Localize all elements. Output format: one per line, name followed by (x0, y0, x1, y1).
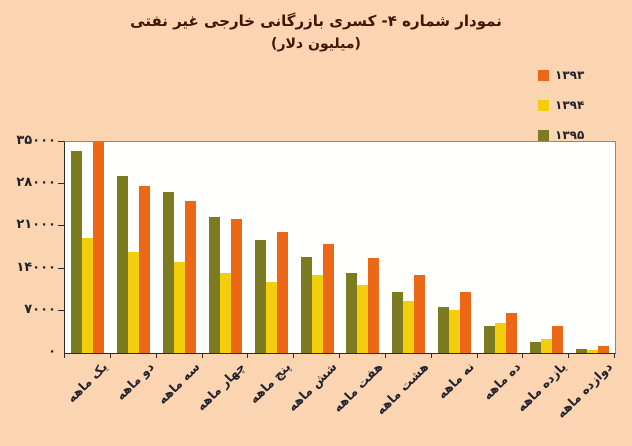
bar-۱۳۹۴-نه ماهه (219, 273, 231, 353)
bar-group-8 (248, 142, 294, 353)
bar-۱۳۹۵-هشت ماهه (254, 240, 266, 353)
bar-group-12 (65, 142, 111, 353)
bar-۱۳۹۴-دوازده ماهه (82, 238, 94, 353)
x-axis-tick (476, 354, 478, 358)
bar-۱۳۹۳-چهار ماهه (460, 292, 472, 353)
bar-۱۳۹۴-هفت ماهه (311, 275, 323, 353)
bar-۱۳۹۵-شش ماهه (346, 273, 358, 353)
bar-group-6 (340, 142, 386, 353)
legend-label-1393: ۱۳۹۳ (555, 68, 585, 82)
bar-group-3 (478, 142, 524, 353)
bar-groups (65, 142, 615, 353)
legend-swatch-1395 (538, 129, 549, 141)
x-axis-tick (384, 354, 386, 358)
x-axis-label-5: پنج ماهه (246, 359, 294, 407)
y-axis-label-7000: ۷۰۰۰ (24, 301, 56, 317)
bar-۱۳۹۴-شش ماهه (357, 285, 369, 353)
bar-۱۳۹۵-یک ماهه (575, 349, 587, 353)
legend-swatch-1393 (538, 69, 549, 81)
plot-area (64, 141, 616, 354)
y-axis-label-21000: ۲۱۰۰۰ (16, 217, 56, 233)
bar-۱۳۹۴-یازده ماهه (128, 252, 140, 353)
bar-۱۳۹۳-یک ماهه (597, 346, 609, 353)
x-axis-label-1: یک ماهه (64, 359, 111, 406)
bar-۱۳۹۴-چهار ماهه (449, 310, 461, 353)
bar-۱۳۹۴-سه ماهه (494, 323, 506, 353)
y-axis-tick (58, 225, 64, 226)
x-axis-tick (293, 354, 295, 358)
y-axis-label-28000: ۲۸۰۰۰ (16, 175, 56, 191)
bar-group-4 (432, 142, 478, 353)
bar-group-5 (386, 142, 432, 353)
y-axis-tick (58, 183, 64, 184)
x-axis-tick (522, 354, 524, 358)
legend-label-1394: ۱۳۹۴ (555, 98, 585, 112)
bar-۱۳۹۴-دو ماهه (540, 339, 552, 353)
x-axis-tick (201, 354, 203, 358)
bar-group-10 (157, 142, 203, 353)
bar-۱۳۹۳-ده ماهه (185, 201, 197, 353)
x-axis-label-9: نه ماهه (434, 359, 478, 402)
y-axis-tick (58, 141, 64, 142)
bar-group-7 (294, 142, 340, 353)
bar-۱۳۹۵-سه ماهه (483, 326, 495, 353)
legend: ۱۳۹۳ ۱۳۹۴ ۱۳۹۵ (538, 66, 628, 156)
bar-۱۳۹۳-نه ماهه (230, 219, 242, 353)
bar-group-11 (111, 142, 157, 353)
y-axis-label-0: ۰ (48, 344, 56, 359)
bar-۱۳۹۴-هشت ماهه (265, 282, 277, 353)
bar-۱۳۹۵-هفت ماهه (300, 257, 312, 353)
bar-۱۳۹۵-یازده ماهه (117, 176, 129, 353)
y-axis-label-35000: ۳۵۰۰۰ (16, 133, 56, 148)
bar-۱۳۹۴-ده ماهه (174, 262, 186, 353)
x-axis-tick (64, 354, 65, 358)
bar-group-1 (569, 142, 615, 353)
legend-item-1395: ۱۳۹۵ (538, 126, 628, 144)
y-axis-tick (58, 268, 64, 269)
x-axis-tick (614, 354, 615, 358)
x-axis-tick (109, 354, 111, 358)
bar-۱۳۹۳-دوازده ماهه (93, 142, 105, 353)
x-axis-label-2: دو ماهه (112, 359, 157, 403)
x-axis-tick (247, 354, 249, 358)
y-axis-tick (58, 310, 64, 311)
bar-group-2 (523, 142, 569, 353)
bar-۱۳۹۳-پنج ماهه (414, 275, 426, 353)
x-axis-tick (339, 354, 340, 358)
x-axis-tick (430, 354, 432, 358)
chart-title: نمودار شماره ۴- کسری بازرگانی خارجی غیر … (130, 12, 502, 30)
bar-۱۳۹۳-دو ماهه (551, 326, 563, 353)
x-axis-label-4: چهار ماهه (193, 359, 249, 414)
y-axis-label-14000: ۱۴۰۰۰ (16, 259, 56, 275)
bar-۱۳۹۵-چهار ماهه (438, 307, 450, 353)
bar-۱۳۹۳-یازده ماهه (139, 186, 151, 353)
bar-۱۳۹۴-یک ماهه (586, 350, 598, 353)
bar-۱۳۹۵-نه ماهه (208, 217, 220, 353)
bar-۱۳۹۵-دوازده ماهه (71, 151, 83, 353)
legend-item-1394: ۱۳۹۴ (538, 96, 628, 114)
bar-group-9 (203, 142, 249, 353)
bar-۱۳۹۳-هشت ماهه (276, 232, 288, 353)
legend-item-1393: ۱۳۹۳ (538, 66, 628, 84)
bar-۱۳۹۵-ده ماهه (163, 192, 175, 353)
bar-۱۳۹۴-پنج ماهه (403, 301, 415, 353)
bar-۱۳۹۵-دو ماهه (529, 342, 541, 353)
bar-۱۳۹۵-پنج ماهه (392, 292, 404, 353)
bar-۱۳۹۳-سه ماهه (505, 313, 517, 353)
bar-۱۳۹۳-هفت ماهه (322, 244, 334, 353)
x-axis-tick (568, 354, 570, 358)
bar-۱۳۹۳-شش ماهه (368, 258, 380, 353)
x-axis-tick (155, 354, 157, 358)
legend-label-1395: ۱۳۹۵ (555, 128, 585, 142)
x-axis-label-10: ده ماهه (479, 359, 524, 403)
chart-subtitle: (میلیون دلار) (271, 36, 361, 52)
legend-swatch-1394 (538, 99, 549, 111)
